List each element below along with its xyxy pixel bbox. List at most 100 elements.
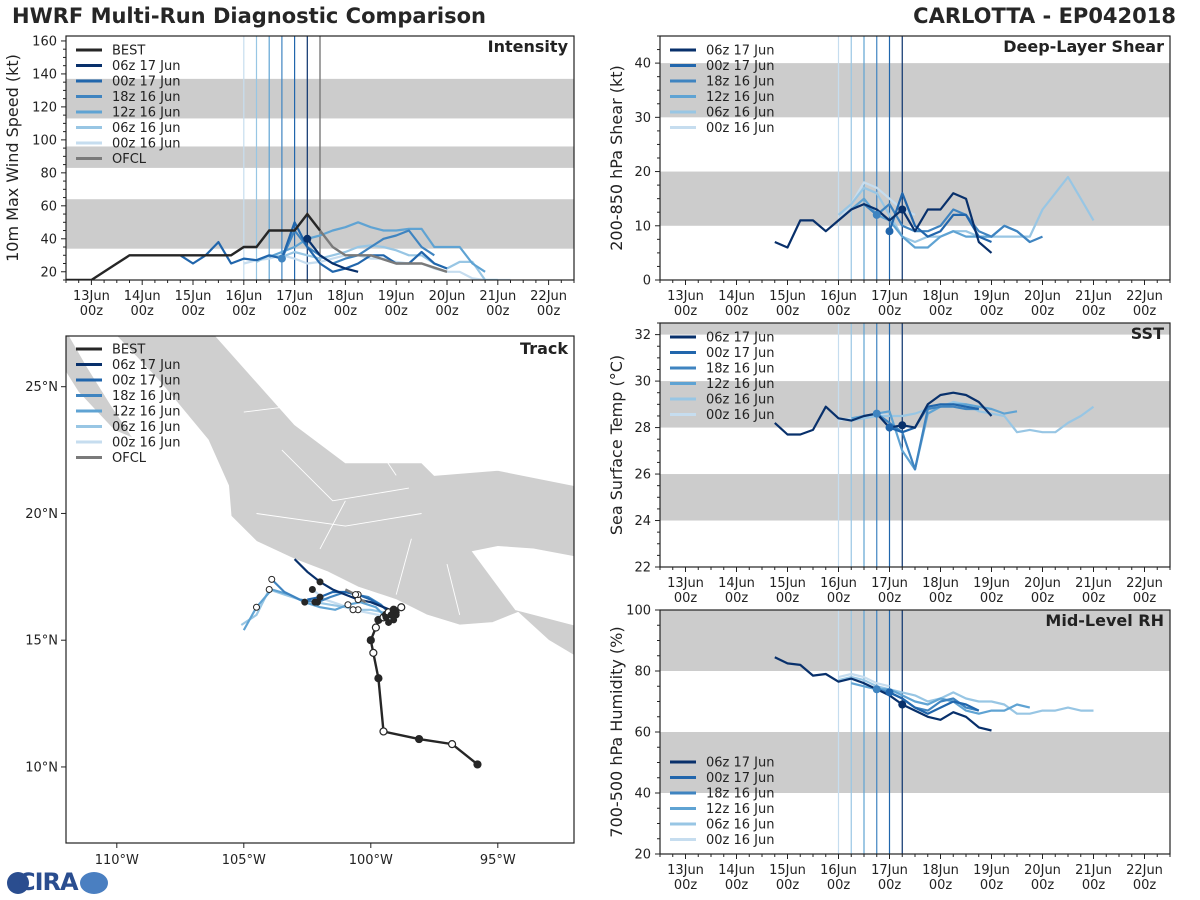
track-xtick-label: 110°W bbox=[95, 853, 139, 868]
land-baja bbox=[66, 336, 132, 438]
state-border-3 bbox=[319, 500, 346, 550]
rh-series-06z-16-Jun bbox=[838, 675, 1094, 715]
track-run-point bbox=[308, 586, 316, 593]
sst-init-marker-1 bbox=[885, 423, 894, 432]
panel-shear: 01020304013Jun00z14Jun00z15Jun00z16Jun00… bbox=[607, 35, 1171, 319]
track-best-point bbox=[379, 727, 388, 736]
intensity-xtick-hour: 00z bbox=[283, 304, 307, 319]
track-run-point bbox=[301, 598, 309, 606]
sst-init-marker-2 bbox=[872, 409, 881, 418]
track-run-point bbox=[352, 591, 360, 599]
track-legend-label: 18z 16 Jun bbox=[112, 389, 181, 404]
sst-xtick-hour: 00z bbox=[674, 591, 698, 606]
track-series-06z-17-Jun bbox=[293, 558, 397, 614]
figure-title: HWRF Multi-Run Diagnostic Comparison bbox=[12, 4, 487, 28]
track-legend-label: 06z 16 Jun bbox=[112, 420, 181, 435]
track-series-12z-16-Jun bbox=[242, 588, 387, 631]
rh-xtick-day: 19Jun bbox=[973, 863, 1010, 878]
shear-xtick-hour: 00z bbox=[980, 304, 1004, 319]
intensity-ofcl-line bbox=[319, 229, 448, 273]
sst-plot-area bbox=[660, 323, 1170, 567]
cira-logo bbox=[7, 872, 108, 894]
shear-ytick-label: 30 bbox=[634, 111, 651, 126]
track-run-point bbox=[268, 575, 276, 583]
sst-xtick-hour: 00z bbox=[776, 591, 800, 606]
track-run-point bbox=[385, 618, 393, 626]
sst-xtick-hour: 00z bbox=[1031, 591, 1055, 606]
sst-legend-label: 00z 16 Jun bbox=[706, 408, 775, 423]
rh-xtick-hour: 00z bbox=[827, 878, 851, 893]
sst-ytick-label: 26 bbox=[634, 468, 651, 483]
rh-plot-area bbox=[660, 610, 1170, 854]
track-best-point bbox=[447, 740, 457, 749]
intensity-ytick-label: 120 bbox=[32, 100, 57, 115]
intensity-legend-label: OFCL bbox=[112, 152, 147, 167]
intensity-xtick-day: 19Jun bbox=[378, 289, 415, 304]
track-run-point bbox=[349, 606, 357, 614]
intensity-xtick-day: 15Jun bbox=[175, 289, 212, 304]
track-best-point bbox=[371, 623, 380, 632]
shear-xtick-hour: 00z bbox=[827, 304, 851, 319]
rh-init-marker-0 bbox=[898, 700, 907, 709]
shear-legend-label: 06z 17 Jun bbox=[706, 44, 775, 59]
intensity-xtick-hour: 00z bbox=[435, 304, 459, 319]
shear-xtick-day: 18Jun bbox=[922, 289, 959, 304]
track-best-point bbox=[414, 734, 424, 744]
rh-xtick-hour: 00z bbox=[725, 878, 749, 893]
track-ytick-label: 15°N bbox=[25, 634, 58, 649]
track-legend-label: 12z 16 Jun bbox=[112, 405, 181, 420]
rh-band-1 bbox=[660, 610, 1170, 671]
rh-ytick-label: 60 bbox=[634, 726, 651, 741]
rh-series-00z-17-Jun bbox=[889, 691, 980, 715]
shear-xtick-hour: 00z bbox=[674, 304, 698, 319]
intensity-xtick-hour: 00z bbox=[385, 304, 409, 319]
rh-ytick-label: 100 bbox=[626, 604, 651, 619]
rh-title: Mid-Level RH bbox=[1045, 611, 1164, 630]
state-border-1 bbox=[281, 449, 409, 502]
track-legend-label: 06z 17 Jun bbox=[112, 358, 181, 373]
sst-ytick-label: 30 bbox=[634, 375, 651, 390]
sst-band-1 bbox=[660, 381, 1170, 428]
intensity-init-marker-0 bbox=[303, 234, 312, 243]
sst-ytick-label: 28 bbox=[634, 421, 651, 436]
shear-legend-label: 00z 16 Jun bbox=[706, 121, 775, 136]
storm-id: CARLOTTA - EP042018 bbox=[913, 4, 1176, 28]
track-legend-label: BEST bbox=[112, 343, 145, 358]
sst-xtick-day: 15Jun bbox=[769, 576, 806, 591]
shear-xtick-day: 16Jun bbox=[820, 289, 857, 304]
track-best-point bbox=[397, 603, 406, 612]
sst-xtick-hour: 00z bbox=[827, 591, 851, 606]
shear-xtick-day: 22Jun bbox=[1126, 289, 1163, 304]
shear-xtick-day: 19Jun bbox=[973, 289, 1010, 304]
sst-xtick-hour: 00z bbox=[929, 591, 953, 606]
cira-logo-globe-icon bbox=[7, 872, 29, 894]
track-plot-area bbox=[66, 336, 574, 769]
state-border-7 bbox=[370, 437, 397, 476]
sst-xtick-hour: 00z bbox=[1082, 591, 1106, 606]
state-border-2 bbox=[256, 513, 422, 527]
shear-xtick-hour: 00z bbox=[1082, 304, 1106, 319]
sst-ytick-label: 22 bbox=[634, 561, 651, 576]
sst-legend-label: 00z 17 Jun bbox=[706, 346, 775, 361]
rh-series-06z-17-Jun bbox=[774, 656, 992, 732]
shear-legend-label: 06z 16 Jun bbox=[706, 106, 775, 121]
shear-legend-label: 00z 17 Jun bbox=[706, 59, 775, 74]
shear-series-06z-16-Jun bbox=[837, 175, 1095, 244]
sst-xtick-hour: 00z bbox=[980, 591, 1004, 606]
shear-xtick-hour: 00z bbox=[725, 304, 749, 319]
sst-xtick-day: 22Jun bbox=[1126, 576, 1163, 591]
track-run-point bbox=[316, 578, 324, 586]
rh-xtick-hour: 00z bbox=[674, 878, 698, 893]
shear-plot-area bbox=[660, 36, 1170, 280]
intensity-legend-label: 00z 16 Jun bbox=[112, 137, 181, 152]
shear-xtick-hour: 00z bbox=[776, 304, 800, 319]
track-frame bbox=[65, 335, 575, 844]
intensity-xtick-day: 21Jun bbox=[479, 289, 516, 304]
sst-title: SST bbox=[1131, 324, 1164, 343]
sst-ylabel: Sea Surface Temp (°C) bbox=[607, 355, 626, 535]
sst-legend-label: 12z 16 Jun bbox=[706, 377, 775, 392]
intensity-series-06z-17-Jun bbox=[306, 238, 359, 273]
shear-xtick-hour: 00z bbox=[1133, 304, 1157, 319]
